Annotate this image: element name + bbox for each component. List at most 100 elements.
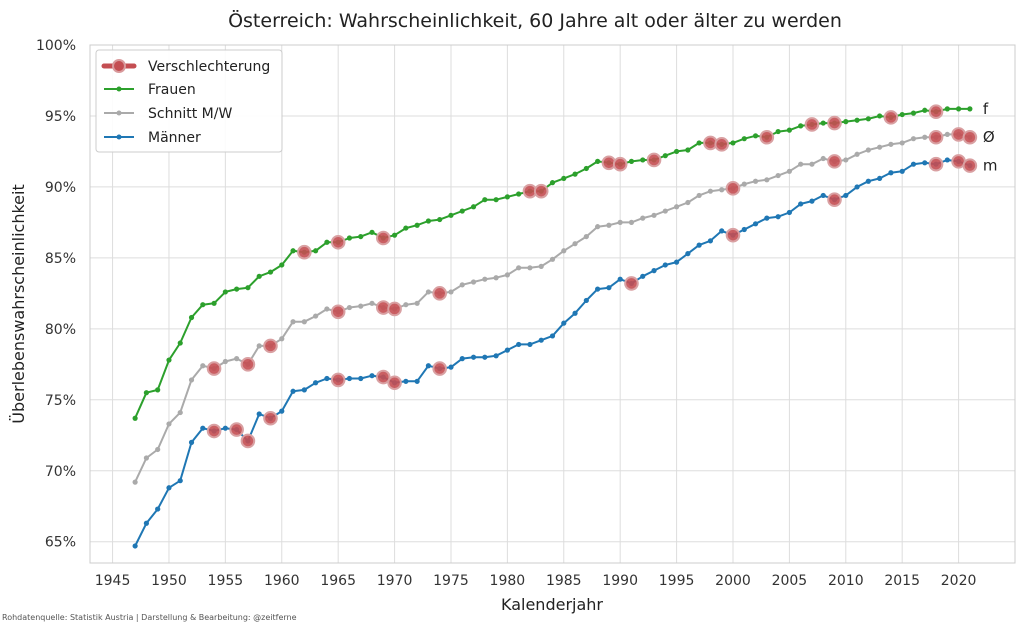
data-point-avg [854, 151, 860, 157]
data-point-f [572, 171, 578, 177]
deterioration-marker-m [330, 372, 346, 388]
data-point-m [313, 380, 319, 386]
x-tick-label: 1985 [546, 573, 582, 589]
y-tick-label: 65% [45, 535, 76, 551]
data-point-avg [403, 302, 409, 308]
source-note: Rohdatenquelle: Statistik Austria | Dars… [2, 613, 297, 622]
data-point-f [391, 232, 398, 238]
deterioration-marker-m [206, 423, 222, 439]
data-point-avg [786, 168, 792, 174]
x-tick-label: 1990 [602, 573, 638, 589]
data-point-f [448, 212, 454, 218]
data-point-avg [865, 147, 871, 153]
data-point-avg [752, 178, 759, 184]
deterioration-marker-avg [725, 181, 741, 196]
data-point-m [944, 157, 950, 163]
data-point-m [448, 364, 454, 370]
data-point-avg [583, 233, 589, 240]
deterioration-marker-f [928, 104, 944, 120]
data-point-avg [459, 282, 465, 288]
data-point-f [730, 140, 736, 146]
data-point-avg [696, 192, 702, 199]
x-axis-label: Kalenderjahr [501, 595, 603, 614]
data-point-m [572, 310, 578, 316]
data-point-f [256, 273, 262, 279]
data-point-m [470, 354, 477, 360]
deterioration-marker-m [928, 156, 944, 172]
data-point-avg [606, 222, 612, 228]
data-point-f [482, 197, 488, 203]
data-point-f [279, 262, 285, 268]
data-point-avg [798, 161, 804, 167]
data-point-f [403, 225, 409, 231]
data-point-f [166, 357, 172, 363]
data-point-m [696, 242, 702, 248]
data-point-m [200, 425, 206, 431]
data-point-m [155, 506, 161, 512]
data-point-m [707, 238, 714, 244]
data-point-f [786, 127, 792, 133]
deterioration-marker-avg [827, 154, 842, 169]
data-point-f [437, 216, 443, 223]
y-axis-ticks: 65% 70% 75% 80% 85% 90% 95% 100% [36, 38, 76, 551]
data-point-avg [719, 187, 725, 193]
data-point-m [279, 408, 285, 414]
data-point-m [583, 297, 589, 304]
x-axis-ticks: 1945 1950 1955 1960 1965 1970 1975 1980 1985 1990… [95, 573, 977, 589]
deterioration-marker-f [804, 117, 820, 132]
data-point-f [865, 116, 871, 122]
data-point-avg [595, 224, 601, 230]
data-point-m [177, 478, 183, 484]
data-point-m [459, 356, 465, 362]
deterioration-marker-avg [240, 357, 256, 372]
deterioration-marker-m [725, 227, 741, 243]
data-point-m [561, 320, 567, 326]
data-point-m [617, 276, 623, 282]
data-point-f [843, 119, 849, 125]
legend-item-verschlechterung: Verschlechterung [101, 59, 270, 75]
data-point-m [651, 268, 657, 274]
data-point-m [922, 160, 928, 166]
data-point-f [685, 147, 691, 153]
data-point-f [752, 133, 759, 139]
data-point-avg [910, 136, 917, 142]
x-tick-label: 2000 [715, 573, 751, 589]
legend-label-verschlechterung: Verschlechterung [148, 59, 270, 75]
legend-item-schnitt: Schnitt M/W [104, 106, 232, 122]
legend-box [95, 49, 283, 153]
data-point-f [143, 390, 150, 396]
data-point-avg [549, 256, 556, 262]
data-point-avg [899, 140, 905, 146]
data-point-m [843, 192, 849, 199]
y-tick-label: 95% [45, 109, 76, 125]
y-axis-label: Überlebenswahrscheinlichkeit [9, 184, 28, 423]
data-point-m [865, 178, 871, 184]
data-point-f [741, 136, 747, 142]
data-point-m [549, 333, 556, 339]
data-point-f [877, 113, 883, 119]
end-label-m: m [983, 157, 998, 175]
deterioration-marker-f [612, 156, 628, 172]
data-point-m [482, 354, 488, 360]
data-point-f [414, 222, 420, 228]
data-point-avg [662, 208, 668, 214]
data-point-m [877, 175, 883, 182]
y-tick-label: 90% [45, 180, 76, 196]
data-point-avg [527, 265, 533, 271]
data-point-f [561, 175, 567, 182]
data-point-avg [425, 289, 432, 295]
data-point-m [741, 226, 747, 233]
data-point-f [470, 204, 477, 210]
data-point-f [662, 153, 668, 159]
data-point-avg [177, 409, 183, 416]
data-point-f [910, 110, 917, 116]
data-point-m [888, 170, 894, 176]
deterioration-marker-f [297, 244, 312, 260]
data-point-f [854, 117, 860, 123]
data-point-f [696, 140, 702, 146]
data-point-f [504, 194, 510, 200]
data-point-m [166, 485, 172, 491]
deterioration-marker-f [883, 110, 899, 125]
x-tick-label: 1950 [151, 573, 187, 589]
deterioration-marker-m [375, 369, 391, 385]
